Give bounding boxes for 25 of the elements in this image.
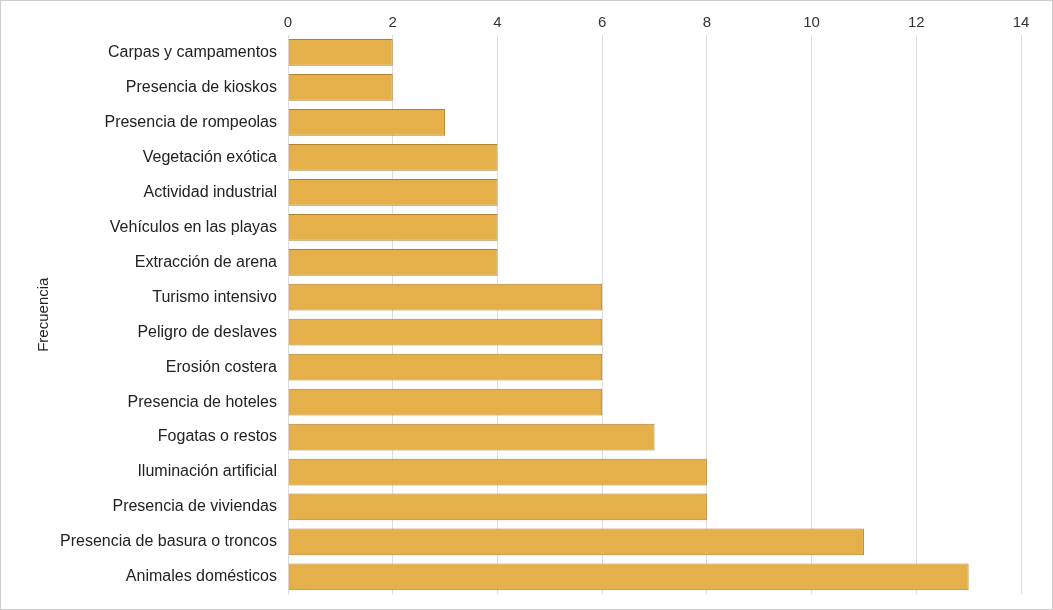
y-tick-label: Presencia de kioskos [125,77,278,95]
y-tick-label: Iluminación artificial [137,462,278,480]
x-tick-label: 2 [388,13,397,31]
y-tick-label: Presencia de viviendas [112,497,278,515]
y-tick-label: Actividad industrial [143,182,278,200]
y-tick-label: Animales domésticos [125,567,278,585]
x-tick-label: 10 [803,13,820,31]
x-tick-label: 4 [493,13,502,31]
y-tick-label: Presencia de hoteles [127,392,278,410]
x-tick-label: 14 [1012,13,1030,31]
y-tick-label: Fogatas o restos [157,427,278,445]
y-tick-label: Presencia de basura o troncos [60,532,278,550]
y-tick-label: Presencia de rompeolas [104,112,278,130]
y-tick-label: Vehículos en las playas [109,217,278,235]
y-tick-label: Extracción de arena [134,252,278,270]
y-tick-label: Carpas y campamentos [108,42,278,60]
y-tick-label: Vegetación exótica [142,147,278,165]
y-tick-label: Turismo intensivo [152,287,278,305]
x-tick-label: 6 [597,13,607,31]
x-tick-label: 12 [907,13,925,31]
y-tick-label: Peligro de deslaves [137,322,278,340]
y-tick-label: Erosión costera [165,357,278,375]
y-axis-title: Frecuencia [34,276,52,352]
x-tick-label: 0 [283,13,293,31]
x-tick-label: 8 [702,13,712,31]
